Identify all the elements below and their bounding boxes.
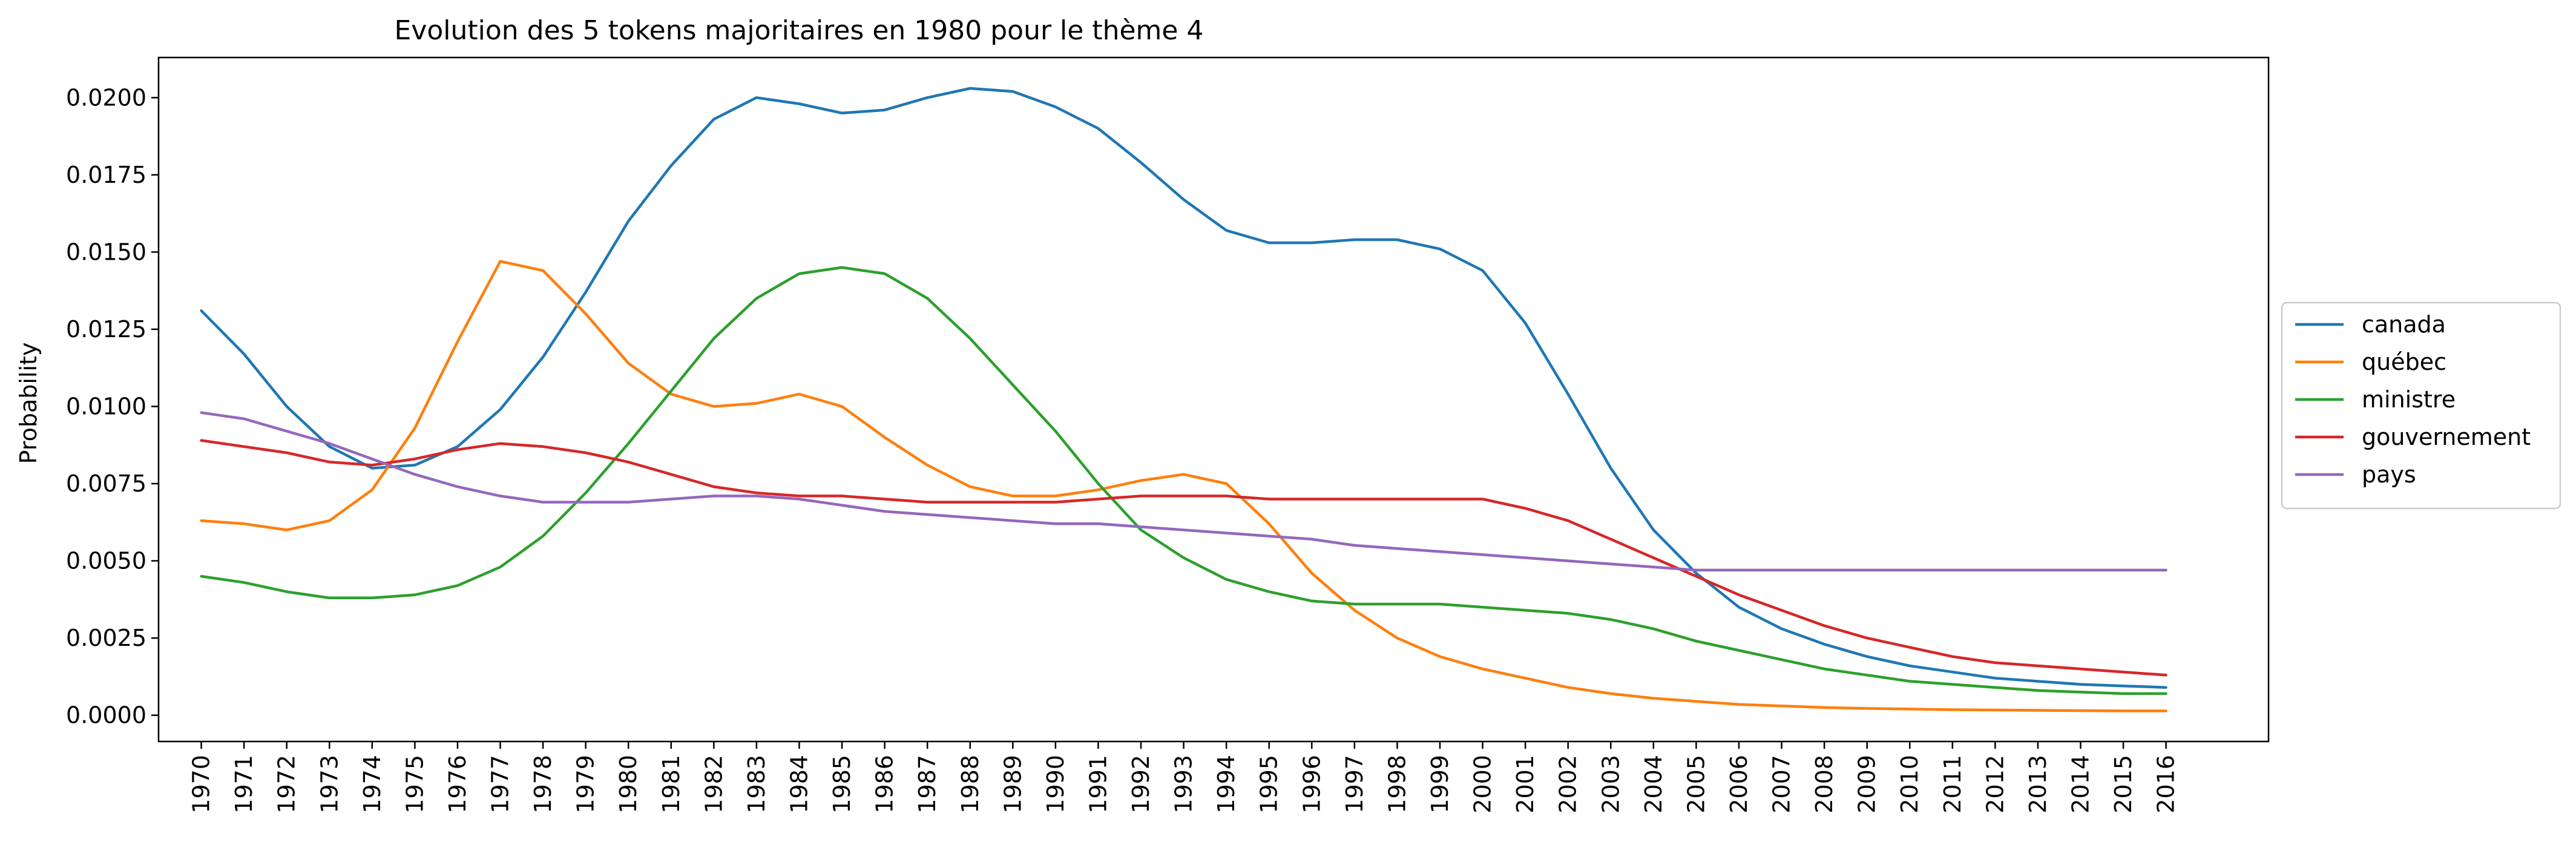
x-tick-label: 1977: [487, 755, 514, 814]
y-axis: 0.0000 0.0025 0.0050 0.0075 0.0100 0.0125 0.01…: [66, 84, 159, 729]
y-tick-label: 0.0150: [66, 238, 146, 265]
legend-label-pays: pays: [2362, 461, 2416, 488]
plot-frame: [157, 56, 2270, 743]
x-tick-label: 1998: [1384, 755, 1410, 814]
x-tick-label: 1992: [1128, 755, 1154, 814]
x-tick-label: 1997: [1341, 755, 1368, 814]
x-tick-label: 1979: [573, 755, 599, 814]
x-tick-label: 1984: [786, 755, 813, 814]
x-tick-label: 2000: [1470, 755, 1496, 814]
x-tick-label: 1975: [401, 755, 428, 814]
series-line-québec: [200, 260, 2167, 712]
x-tick-label: 2005: [1683, 755, 1709, 814]
x-tick-label: 1990: [1042, 755, 1069, 814]
series-line-pays: [200, 411, 2167, 572]
series-line-canada: [200, 87, 2167, 689]
x-tick-label: 1993: [1171, 755, 1197, 814]
legend: canada québec ministre gouvernement pays: [2281, 301, 2561, 510]
y-tick-label: 0.0200: [66, 84, 146, 111]
legend-label-québec: québec: [2362, 349, 2446, 375]
y-axis-label: Probability: [15, 343, 42, 464]
x-tick-label: 2010: [1896, 755, 1923, 814]
x-tick-label: 2009: [1854, 755, 1881, 814]
x-tick-label: 2002: [1555, 755, 1582, 814]
x-tick-label: 1980: [615, 755, 642, 814]
x-tick-label: 2012: [1982, 755, 2008, 814]
x-tick-label: 2008: [1811, 755, 1838, 814]
x-tick-label: 1996: [1298, 755, 1325, 814]
legend-box: [2281, 301, 2561, 510]
x-tick-label: 1986: [872, 755, 898, 814]
series-line-gouvernement: [200, 439, 2167, 677]
x-tick-label: 2007: [1769, 755, 1795, 814]
x-tick-label: 2004: [1640, 755, 1667, 814]
x-tick-label: 1991: [1085, 755, 1111, 814]
y-tick-label: 0.0175: [66, 162, 146, 188]
x-tick-label: 1989: [999, 755, 1026, 814]
x-tick-label: 1973: [316, 755, 343, 814]
x-tick-label: 2013: [2025, 755, 2051, 814]
x-tick-label: 1987: [914, 755, 941, 814]
x-tick-label: 1981: [658, 755, 685, 814]
y-tick-label: 0.0100: [66, 393, 146, 419]
legend-label-ministre: ministre: [2362, 386, 2456, 413]
y-tick-label: 0.0125: [66, 316, 146, 343]
x-tick-label: 1974: [359, 755, 386, 814]
x-tick-label: 1976: [444, 755, 471, 814]
x-tick-label: 2003: [1597, 755, 1624, 814]
legend-label-gouvernement: gouvernement: [2362, 424, 2531, 450]
x-tick-label: 1999: [1427, 755, 1453, 814]
y-tick-label: 0.0075: [66, 470, 146, 497]
legend-label-canada: canada: [2362, 311, 2446, 338]
series-lines: [200, 87, 2167, 712]
x-tick-label: 2001: [1512, 755, 1539, 814]
series-line-ministre: [200, 266, 2167, 695]
x-tick-label: 1985: [829, 755, 855, 814]
x-tick-label: 2015: [2110, 755, 2137, 814]
x-tick-label: 2016: [2153, 755, 2180, 814]
x-tick-label: 1994: [1213, 755, 1240, 814]
chart-title: Evolution des 5 tokens majoritaires en 1…: [395, 15, 1204, 46]
y-tick-label: 0.0025: [66, 625, 146, 651]
x-tick-label: 1978: [530, 755, 556, 814]
x-tick-label: 1972: [274, 755, 300, 814]
x-tick-label: 1971: [231, 755, 257, 814]
x-tick-label: 1970: [188, 755, 215, 814]
x-tick-label: 1988: [957, 755, 984, 814]
x-tick-label: 2014: [2068, 755, 2094, 814]
y-tick-label: 0.0000: [66, 702, 146, 729]
x-tick-label: 1983: [743, 755, 770, 814]
x-axis: 1970 1971 1972 1973 1974 1975 1976 1977 1978 1979…: [188, 741, 2180, 814]
x-tick-label: 1995: [1256, 755, 1283, 814]
x-tick-label: 2006: [1726, 755, 1752, 814]
x-tick-label: 1982: [700, 755, 727, 814]
y-tick-label: 0.0050: [66, 548, 146, 574]
x-tick-label: 2011: [1939, 755, 1966, 814]
